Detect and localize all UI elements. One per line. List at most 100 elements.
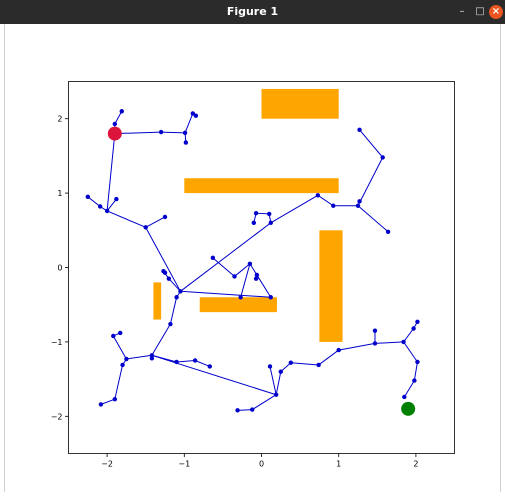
tree-node (254, 272, 260, 278)
tree-node (250, 407, 255, 412)
tree-node (190, 111, 195, 116)
title-bar: Figure 1 – □ × (0, 0, 505, 24)
x-tick-label: −1 (178, 460, 190, 469)
tree-node (143, 225, 148, 230)
tree-node (380, 155, 385, 160)
tree-node (415, 359, 420, 365)
tree-edge (106, 133, 116, 212)
tree-edge (114, 111, 123, 125)
tree-node (174, 359, 179, 365)
tree-node (268, 220, 273, 226)
obstacle-rect (153, 282, 162, 320)
tree-edge (270, 194, 319, 224)
close-icon[interactable]: × (489, 5, 503, 19)
tree-edge (180, 290, 271, 298)
tree-edge (357, 205, 389, 233)
minimize-icon[interactable]: – (459, 6, 465, 17)
tree-node (162, 270, 168, 275)
tree-edge (413, 361, 418, 381)
tree-node (415, 319, 420, 325)
axes-frame (68, 81, 455, 454)
tree-edge (357, 157, 384, 206)
tree-node (124, 356, 129, 362)
tree-edge (169, 297, 178, 325)
tree-node (166, 276, 172, 281)
tree-node (411, 326, 416, 331)
tree-edge (194, 360, 210, 367)
tree-nodes-layer (85, 109, 420, 413)
y-tick-label: −1 (51, 338, 63, 347)
tree-node (112, 121, 118, 127)
tree-node (355, 203, 361, 208)
tree-node (158, 129, 164, 135)
tree-node (336, 347, 341, 353)
tree-edge (126, 354, 152, 360)
tree-node (253, 210, 259, 216)
tree-node (251, 220, 256, 226)
tree-edge (180, 222, 272, 292)
tree-edge (106, 198, 117, 212)
tree-node (149, 356, 155, 361)
obstacle-rect (319, 230, 343, 342)
tree-edge (403, 328, 414, 343)
tree-node (85, 194, 91, 200)
x-tick-label: 0 (259, 460, 264, 469)
tree-node (402, 394, 407, 400)
tree-edge (374, 341, 404, 344)
tree-node (183, 140, 189, 145)
obstacles-layer (153, 88, 343, 342)
tree-edges-layer (87, 111, 418, 411)
tree-edge (234, 263, 251, 277)
tree-node (162, 214, 168, 220)
tree-node (192, 358, 198, 363)
x-axis-ticks: −2 −1 0 1 2 (101, 453, 418, 469)
tree-edge (403, 380, 415, 398)
x-tick-label: −2 (101, 460, 113, 469)
tree-edge (212, 257, 235, 277)
tree-node (207, 364, 212, 369)
tree-node (316, 362, 321, 368)
tree-edge (87, 196, 101, 207)
tree-edge (151, 354, 277, 396)
tree-node (331, 203, 336, 208)
tree-node (232, 274, 237, 279)
tree-node (247, 261, 253, 266)
markers-layer (107, 126, 416, 416)
tree-node (104, 208, 110, 214)
tree-edge (251, 394, 277, 411)
obstacle-rect (199, 297, 277, 313)
tree-edge (317, 194, 334, 207)
tree-edge (290, 362, 319, 366)
tree-edge (145, 227, 181, 292)
tree-edge (275, 371, 282, 395)
tree-node (357, 127, 362, 133)
tree-node (111, 333, 116, 339)
tree-node (210, 255, 216, 261)
tree-edge (114, 131, 162, 135)
tree-edge (151, 323, 171, 356)
start-marker (107, 126, 122, 141)
tree-node (412, 378, 417, 383)
tree-node (112, 396, 118, 402)
tree-edge (168, 278, 181, 292)
y-tick-label: −2 (51, 412, 63, 421)
tree-node (119, 109, 124, 114)
tree-edge (237, 409, 253, 411)
tree-node (235, 408, 240, 413)
y-tick-label: 2 (57, 115, 62, 124)
tree-edge (112, 335, 127, 360)
tree-node (401, 339, 406, 345)
tree-node (98, 402, 104, 407)
tree-node (174, 295, 179, 300)
plot-svg: −2 −1 0 1 2 −2 −1 0 1 2 (51, 81, 455, 469)
tree-node (372, 341, 378, 346)
tree-node (120, 362, 125, 368)
tree-edge (403, 341, 418, 363)
tree-edge (184, 113, 194, 134)
tree-node (315, 193, 321, 198)
tree-edge (338, 342, 376, 351)
maximize-icon[interactable]: □ (475, 6, 485, 17)
tree-node (288, 360, 294, 365)
tree-node (268, 295, 273, 300)
tree-node (238, 295, 243, 300)
